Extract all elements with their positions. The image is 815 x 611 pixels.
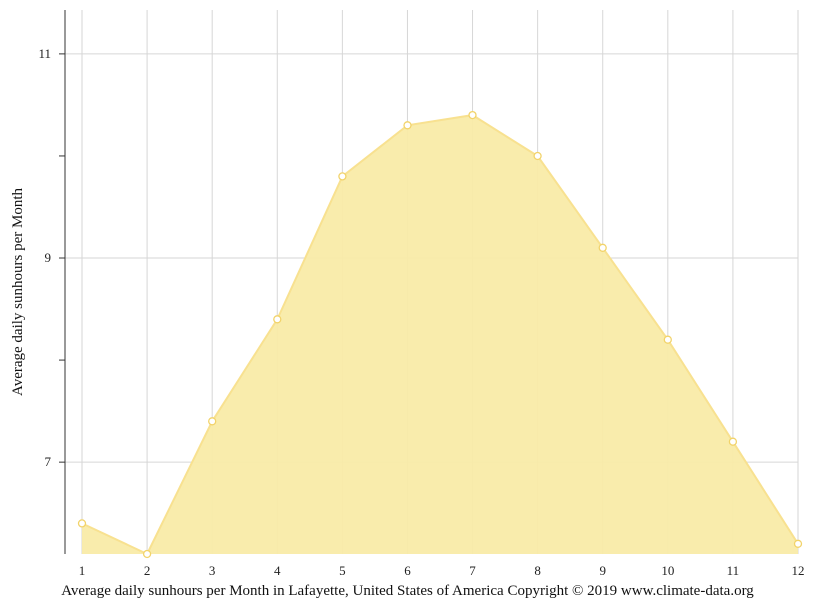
sunhours-line <box>81 114 799 556</box>
data-point-6 <box>403 121 412 130</box>
x-tick-label-9: 9 <box>599 563 606 578</box>
x-ticks: 1 2 3 4 5 6 7 8 9 10 11 12 <box>79 563 805 578</box>
data-point-9 <box>598 243 607 252</box>
y-ticks: 7 9 11 <box>38 46 65 469</box>
y-tick-label-9: 9 <box>45 250 52 265</box>
x-tick-label-8: 8 <box>534 563 541 578</box>
x-tick-label-12: 12 <box>792 563 805 578</box>
data-point-1 <box>77 519 87 528</box>
data-points <box>77 110 803 559</box>
x-tick-label-5: 5 <box>339 563 346 578</box>
data-point-3 <box>208 417 217 426</box>
data-point-2 <box>142 549 152 559</box>
sunhours-area <box>82 115 798 554</box>
x-tick-label-4: 4 <box>274 563 281 578</box>
x-tick-label-11: 11 <box>727 563 740 578</box>
y-tick-label-11: 11 <box>38 46 51 61</box>
chart-caption: Average daily sunhours per Month in Lafa… <box>61 583 754 599</box>
x-tick-label-10: 10 <box>661 563 674 578</box>
x-tick-label-1: 1 <box>79 563 86 578</box>
data-point-12 <box>793 539 803 548</box>
x-tick-label-6: 6 <box>404 563 411 578</box>
x-tick-label-2: 2 <box>144 563 151 578</box>
x-tick-label-3: 3 <box>209 563 216 578</box>
data-point-11 <box>728 437 738 446</box>
data-point-5 <box>338 172 347 181</box>
x-tick-label-7: 7 <box>469 563 476 578</box>
y-tick-label-7: 7 <box>45 454 52 469</box>
data-point-4 <box>273 315 282 324</box>
data-point-10 <box>663 335 672 344</box>
data-point-8 <box>533 151 542 161</box>
y-axis-title: Average daily sunhours per Month <box>10 188 26 397</box>
data-point-7 <box>468 110 477 120</box>
